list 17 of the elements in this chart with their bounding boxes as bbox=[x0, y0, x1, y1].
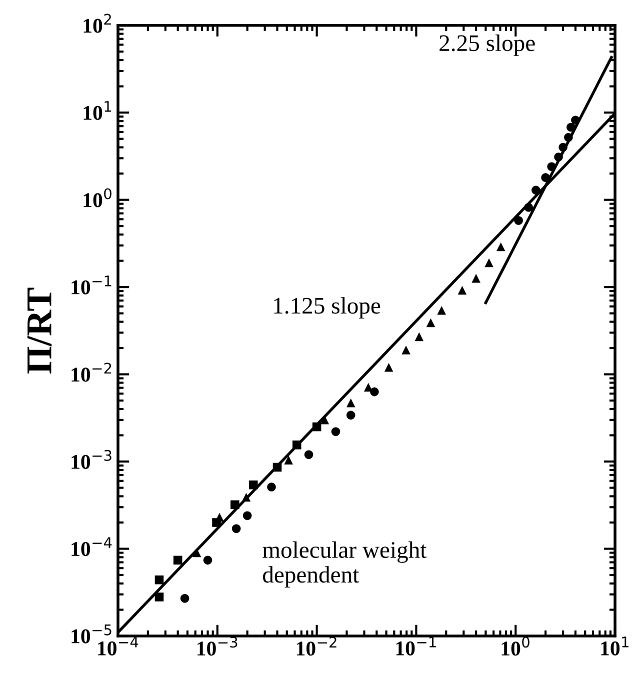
y-tick-label: 10$^{1}$ bbox=[84, 101, 112, 120]
y-tick-label: 10$^{−2}$ bbox=[72, 362, 112, 382]
y-axis-title: Π/RT bbox=[27, 288, 52, 374]
y-tick-label: 10$^{0}$ bbox=[84, 188, 112, 208]
x-tick-label: 10$^{−1}$ bbox=[396, 636, 436, 656]
x-tick-label: 10$^{1}$ bbox=[601, 636, 628, 656]
y-tick-label: 10$^{−3}$ bbox=[72, 450, 112, 469]
y-tick-label: 10$^{2}$ bbox=[84, 14, 111, 33]
x-tick-label: 10$^{−3}$ bbox=[198, 636, 238, 656]
y-tick-label: 10$^{−4}$ bbox=[72, 537, 112, 556]
annotation: 1.125 slope bbox=[274, 297, 380, 319]
annotation: molecular weight dependent bbox=[262, 541, 427, 588]
annotation: 2.25 slope bbox=[440, 34, 535, 56]
x-tick-label: 10$^{−4}$ bbox=[98, 636, 138, 656]
y-tick-label: 10$^{−1}$ bbox=[72, 276, 112, 294]
x-tick-label: 10$^{−2}$ bbox=[296, 636, 336, 656]
x-tick-label: 10$^{0}$ bbox=[502, 636, 530, 656]
